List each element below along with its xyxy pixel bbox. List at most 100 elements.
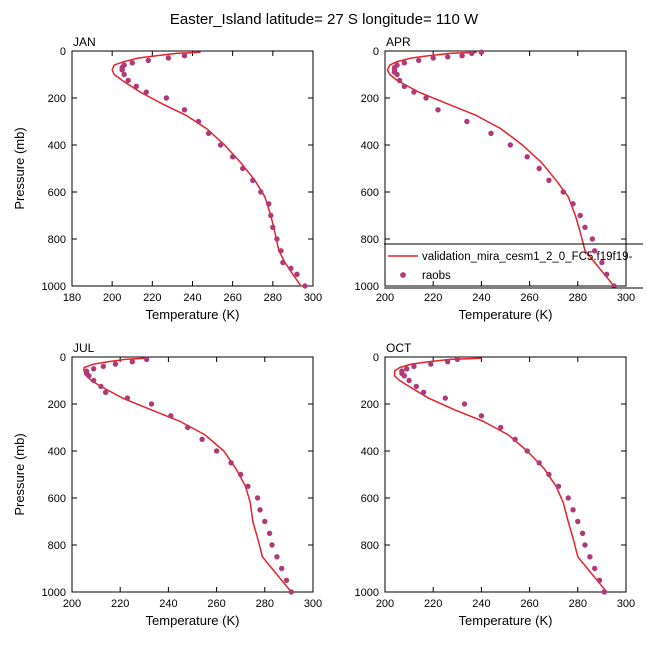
obs-point-jan <box>119 67 125 73</box>
obs-point-jan <box>278 248 284 254</box>
obs-point-jan <box>230 154 236 160</box>
obs-point-apr <box>435 107 441 113</box>
obs-point-jul <box>266 530 273 536</box>
x-tick-label: 240 <box>472 598 490 610</box>
obs-point-apr <box>394 71 400 78</box>
x-tick-label: 200 <box>376 292 394 304</box>
obs-point-jul <box>213 448 220 454</box>
obs-point-oct <box>555 483 562 489</box>
x-tick-label: 280 <box>569 292 587 304</box>
model-line-apr <box>386 51 615 287</box>
obs-point-apr <box>536 165 542 172</box>
y-tick-label: 200 <box>361 93 379 105</box>
x-tick-label: 280 <box>569 598 587 610</box>
obs-point-jul <box>86 373 92 379</box>
obs-point-jul <box>112 361 119 367</box>
obs-point-apr <box>488 130 494 136</box>
panel-oct: OCT 200 220 240 260 280 300 0 200 400 600 800 1000 Te… <box>355 341 636 628</box>
obs-point-oct <box>575 518 581 525</box>
obs-point-jan <box>129 60 135 66</box>
x-tick-label: 220 <box>424 598 442 610</box>
x-tick-label: 200 <box>63 598 81 610</box>
y-tick-label: 0 <box>373 352 379 364</box>
obs-point-oct <box>401 373 407 379</box>
obs-point-apr <box>604 271 610 277</box>
y-tick-label: 400 <box>361 140 379 152</box>
plot-frame-apr <box>384 50 627 287</box>
y-axis-title-jan: Pressure (mb) <box>12 127 27 209</box>
obs-point-jan <box>270 224 276 230</box>
model-line-jul <box>83 357 292 593</box>
model-line-oct <box>393 357 608 593</box>
obs-point-oct <box>601 589 607 595</box>
obs-point-oct <box>454 356 460 363</box>
panel-label-oct: OCT <box>386 341 412 355</box>
panel-label-jan: JAN <box>73 35 96 49</box>
x-tick-label: 220 <box>424 292 442 304</box>
obs-point-apr <box>478 49 485 55</box>
x-tick-label: 280 <box>264 292 282 304</box>
obs-point-jan <box>280 259 286 266</box>
y-tick-label: 0 <box>60 352 66 364</box>
x-tick-label: 200 <box>103 292 121 304</box>
plot-frame-jan <box>71 50 314 287</box>
obs-point-jul <box>100 363 107 370</box>
obs-point-jan <box>250 177 256 183</box>
obs-point-jul <box>98 383 104 390</box>
obs-point-jan <box>240 165 246 172</box>
obs-point-jul <box>144 356 150 363</box>
obs-point-jan <box>181 53 188 59</box>
x-axis-title-oct: Temperature (K) <box>459 613 553 628</box>
obs-point-jul <box>103 389 109 395</box>
x-axis-title-apr: Temperature (K) <box>459 307 553 322</box>
y-tick-label: 600 <box>48 493 66 505</box>
obs-point-jul <box>129 359 135 365</box>
obs-point-apr <box>401 60 407 66</box>
obs-point-oct <box>498 424 504 431</box>
obs-point-jul <box>168 413 174 419</box>
x-tick-label: 260 <box>207 598 225 610</box>
obs-point-jul <box>91 377 97 384</box>
model-line-jan <box>111 51 302 287</box>
obs-point-jan <box>268 212 274 219</box>
y-tick-label: 1000 <box>355 281 379 293</box>
obs-point-oct <box>420 389 427 395</box>
x-tick-label: 260 <box>223 292 241 304</box>
y-tick-label: 200 <box>48 93 66 105</box>
obs-point-jul <box>124 395 131 401</box>
obs-point-jan <box>195 118 202 125</box>
figure-title: Easter_Island latitude= 27 S longitude= … <box>170 11 479 28</box>
obs-point-jul <box>257 507 263 513</box>
x-tick-label: 180 <box>63 292 81 304</box>
obs-point-jul <box>148 401 155 407</box>
x-tick-label: 260 <box>520 292 538 304</box>
obs-point-jan <box>258 189 264 195</box>
obs-point-apr <box>546 177 552 183</box>
obs-point-jan <box>302 283 308 289</box>
legend: validation_mira_cesm1_2_0_FC5.f19f19- ra… <box>384 243 643 289</box>
obs-point-apr <box>524 154 530 160</box>
x-tick-label: 240 <box>183 292 201 304</box>
y-tick-label: 600 <box>48 187 66 199</box>
x-axis-title-jan: Temperature (K) <box>146 307 240 322</box>
obs-point-jan <box>294 271 300 277</box>
obs-point-jul <box>288 589 294 595</box>
legend-model-label: validation_mira_cesm1_2_0_FC5.f19f19- <box>422 251 632 263</box>
obs-point-jan <box>274 236 280 242</box>
plot-frame-jul <box>71 356 314 593</box>
obs-point-jan <box>217 142 224 148</box>
x-tick-label: 200 <box>376 598 394 610</box>
obs-point-jul <box>254 495 261 501</box>
y-tick-label: 1000 <box>355 587 379 599</box>
y-tick-label: 400 <box>48 140 66 152</box>
obs-point-apr <box>577 212 583 219</box>
obs-point-apr <box>416 57 422 64</box>
legend-obs-marker <box>400 272 406 278</box>
obs-point-apr <box>411 89 417 95</box>
y-tick-label: 600 <box>361 493 379 505</box>
legend-obs-label: raobs <box>422 270 451 282</box>
obs-point-apr <box>507 142 513 148</box>
obs-point-oct <box>536 460 542 466</box>
obs-point-apr <box>430 55 436 61</box>
obs-point-jul <box>283 577 290 583</box>
